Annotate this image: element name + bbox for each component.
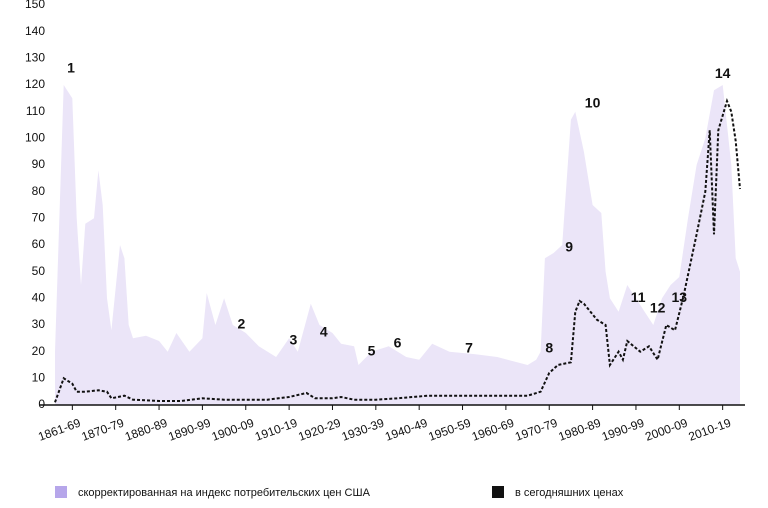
x-tick-label: 1880-89 [123, 416, 169, 444]
y-tick-label: 150 [25, 0, 45, 11]
y-tick-label: 140 [25, 24, 45, 38]
annotation: 10 [585, 94, 601, 110]
y-tick-label: 20 [32, 344, 46, 358]
annotation: 2 [238, 316, 246, 332]
legend-swatch [55, 486, 67, 498]
line [54, 97, 741, 403]
x-tick-label: 1890-99 [166, 416, 212, 444]
area [55, 85, 740, 405]
annotation: 12 [650, 300, 666, 316]
x-tick-label: 2010-19 [687, 416, 733, 444]
annotation: 8 [545, 340, 553, 356]
annotation: 13 [672, 289, 688, 305]
x-tick-label: 1940-49 [383, 416, 429, 444]
annotation: 14 [715, 65, 731, 81]
x-tick-label: 1900-09 [210, 416, 256, 444]
x-tick-label: 1970-79 [513, 416, 559, 444]
y-tick-label: 80 [32, 184, 46, 198]
legend-label: в сегодняшних ценах [515, 487, 624, 499]
annotation: 1 [67, 60, 75, 76]
y-tick-label: 30 [32, 317, 46, 331]
annotation: 3 [290, 332, 298, 348]
x-tick-label: 2000-09 [643, 416, 689, 444]
x-tick-label: 1930-39 [340, 416, 386, 444]
x-tick-label: 1870-79 [80, 416, 126, 444]
y-tick-label: 40 [32, 291, 46, 305]
annotation: 5 [368, 342, 376, 358]
annotation: 6 [394, 334, 402, 350]
annotation: 4 [320, 324, 328, 340]
y-tick-label: 120 [25, 77, 45, 91]
x-tick-label: 1960-69 [470, 416, 516, 444]
legend-swatch [492, 486, 504, 498]
annotation: 9 [565, 238, 573, 254]
y-tick-label: 90 [32, 157, 46, 171]
annotation: 11 [631, 289, 646, 305]
legend-label: скорректированная на индекс потребительс… [78, 487, 371, 499]
y-tick-label: 130 [25, 51, 45, 65]
x-tick-label: 1990-99 [600, 416, 646, 444]
y-tick-label: 110 [26, 104, 45, 118]
x-tick-label: 1920-29 [296, 416, 342, 444]
y-tick-label: 10 [32, 371, 46, 385]
y-tick-label: 100 [25, 131, 45, 145]
y-tick-label: 50 [32, 264, 46, 278]
y-tick-label: 60 [32, 237, 46, 251]
x-tick-label: 1910-19 [253, 416, 299, 444]
x-tick-label: 1950-59 [426, 416, 472, 444]
x-tick-label: 1980-89 [557, 416, 603, 444]
y-tick-label: 70 [32, 211, 46, 225]
x-tick-label: 1861-69 [36, 416, 82, 444]
annotation: 7 [465, 340, 473, 356]
y-tick-label: 0 [38, 397, 45, 411]
